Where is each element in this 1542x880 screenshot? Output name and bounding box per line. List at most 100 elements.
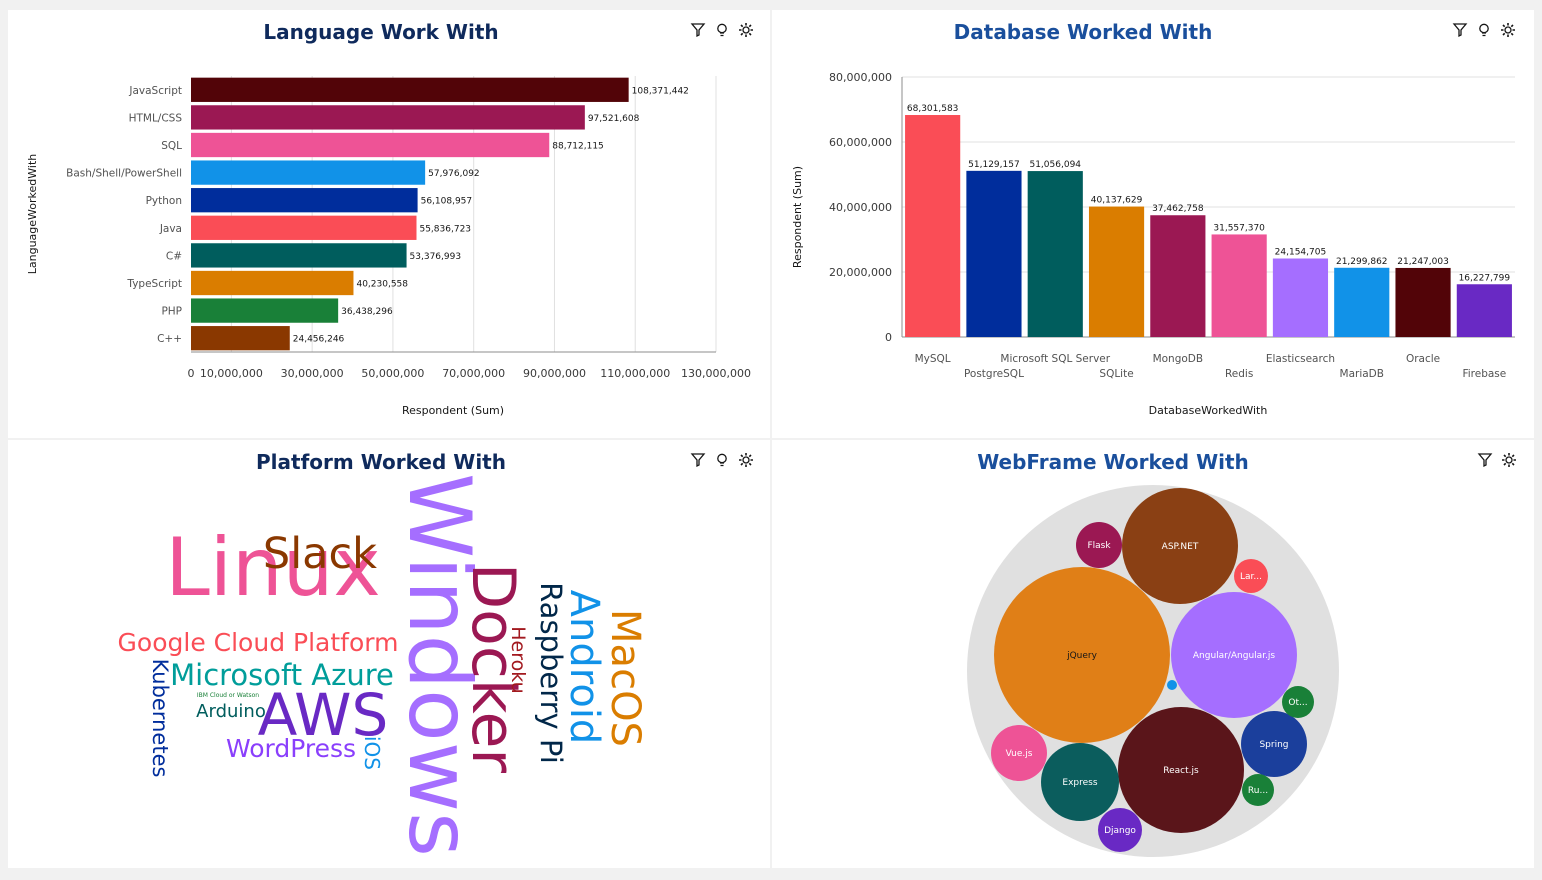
word-cloud-word: Microsoft Azure <box>170 658 394 692</box>
bubble-label: React.js <box>1163 766 1199 776</box>
lightbulb-icon[interactable] <box>714 452 730 468</box>
database-chart-panel: Database Worked With 0 20,000,000 40,000,0… <box>772 10 1534 438</box>
x-tick-label: MariaDB <box>1340 368 1384 380</box>
filter-icon[interactable] <box>690 452 706 468</box>
bar <box>966 170 1022 337</box>
bar <box>1272 258 1329 337</box>
settings-icon[interactable] <box>1501 452 1517 468</box>
y-tick-label: Python <box>146 195 182 207</box>
bubble <box>1234 559 1268 593</box>
bubble <box>1167 680 1177 690</box>
data-label: 21,247,003 <box>1397 257 1449 267</box>
bubble <box>1282 686 1314 718</box>
language-chart-panel: Language Work With 0 10,000,000 30,000,000… <box>8 10 770 438</box>
bar <box>191 132 550 158</box>
word-cloud-word: Heroku <box>507 626 529 693</box>
x-tick-label: SQLite <box>1099 368 1133 380</box>
bubble-label: jQuery <box>1066 651 1098 661</box>
y-tick-label: HTML/CSS <box>129 112 183 124</box>
data-label: 40,137,629 <box>1091 196 1143 206</box>
panel-toolbar <box>690 22 754 38</box>
y-tick-label: Bash/Shell/PowerShell <box>66 168 182 180</box>
bubble-label: Ot... <box>1288 698 1307 708</box>
lightbulb-icon[interactable] <box>714 22 730 38</box>
bar <box>191 243 407 268</box>
x-axis-title: DatabaseWorkedWith <box>1149 404 1268 417</box>
bubble <box>991 725 1047 781</box>
x-tick-label: Redis <box>1225 368 1253 380</box>
bubble <box>1122 488 1238 604</box>
x-tick-label: Microsoft SQL Server <box>1000 353 1110 365</box>
bubble-label: Ru... <box>1248 786 1268 796</box>
x-tick-label: 30,000,000 <box>281 367 344 380</box>
x-tick-label: 110,000,000 <box>600 367 670 380</box>
bar <box>191 215 417 240</box>
data-label: 108,371,442 <box>632 86 689 96</box>
word-cloud-word: AWS <box>258 681 389 749</box>
bar <box>1334 267 1390 337</box>
y-tick-label: Java <box>159 223 182 235</box>
filter-icon[interactable] <box>1477 452 1493 468</box>
x-tick-label: Oracle <box>1406 353 1440 365</box>
database-bar-chart: 0 20,000,000 40,000,000 60,000,000 80,000,00… <box>791 71 1515 417</box>
bubble <box>1041 743 1119 821</box>
bar <box>191 105 585 130</box>
filter-icon[interactable] <box>690 22 706 38</box>
panel-toolbar <box>690 452 754 468</box>
data-label: 37,462,758 <box>1152 204 1204 214</box>
bubble-label: Spring <box>1259 740 1288 750</box>
bubble <box>994 567 1170 743</box>
bar <box>191 160 426 185</box>
data-label: 40,230,558 <box>356 280 408 290</box>
bubble <box>1171 592 1297 718</box>
settings-icon[interactable] <box>738 452 754 468</box>
x-tick-label: 50,000,000 <box>361 367 424 380</box>
bar <box>191 77 629 102</box>
data-label: 36,438,296 <box>341 307 393 317</box>
x-tick-label: 130,000,000 <box>681 367 751 380</box>
settings-icon[interactable] <box>738 22 754 38</box>
data-label: 57,976,092 <box>428 169 480 179</box>
y-tick-label: 80,000,000 <box>829 71 892 84</box>
bubble-label: Angular/Angular.js <box>1193 651 1276 661</box>
y-tick-label: TypeScript <box>126 278 182 290</box>
data-label: 51,056,094 <box>1029 160 1081 170</box>
x-tick-label: PostgreSQL <box>964 368 1024 380</box>
word-cloud-word: IBM Cloud or Watson <box>197 692 259 699</box>
bubble-label: Flask <box>1087 541 1111 551</box>
word-cloud-word: Windows <box>389 473 489 857</box>
data-label: 97,521,608 <box>588 114 640 124</box>
word-cloud-word: Google Cloud Platform <box>118 628 399 657</box>
lightbulb-icon[interactable] <box>1476 22 1492 38</box>
bar <box>1395 267 1451 337</box>
language-bar-chart: 0 10,000,000 30,000,000 50,000,000 70,000,00… <box>26 76 751 417</box>
data-label: 56,108,957 <box>421 197 473 207</box>
y-tick-label: C# <box>166 250 182 262</box>
x-tick-label: 10,000,000 <box>200 367 263 380</box>
bar <box>905 115 961 337</box>
bar <box>1456 284 1512 337</box>
bar <box>191 298 339 323</box>
y-tick-label: 20,000,000 <box>829 266 892 279</box>
bar <box>1088 206 1145 337</box>
word-cloud-word: iOS <box>360 736 384 770</box>
panel-title: Platform Worked With <box>256 450 506 474</box>
settings-icon[interactable] <box>1500 22 1516 38</box>
filter-icon[interactable] <box>1452 22 1468 38</box>
x-tick-label: Firebase <box>1462 368 1506 380</box>
panel-title: Database Worked With <box>953 20 1213 44</box>
y-tick-label: JavaScript <box>128 85 182 97</box>
bubble-label: Express <box>1062 778 1097 788</box>
platform-chart-panel: Platform Worked With Windows Linux Docker A… <box>8 440 770 868</box>
x-tick-label: 70,000,000 <box>442 367 505 380</box>
data-label: 51,129,157 <box>968 160 1020 170</box>
bar <box>191 188 418 213</box>
bubble <box>1098 808 1142 852</box>
word-cloud-word: MacOS <box>602 609 648 747</box>
bar <box>1027 171 1083 337</box>
bubble-label: Vue.js <box>1006 749 1033 759</box>
bubble <box>1118 707 1244 833</box>
bubble-label: ASP.NET <box>1162 542 1199 552</box>
data-label: 53,376,993 <box>410 252 462 262</box>
bubble-label: Django <box>1104 826 1136 836</box>
